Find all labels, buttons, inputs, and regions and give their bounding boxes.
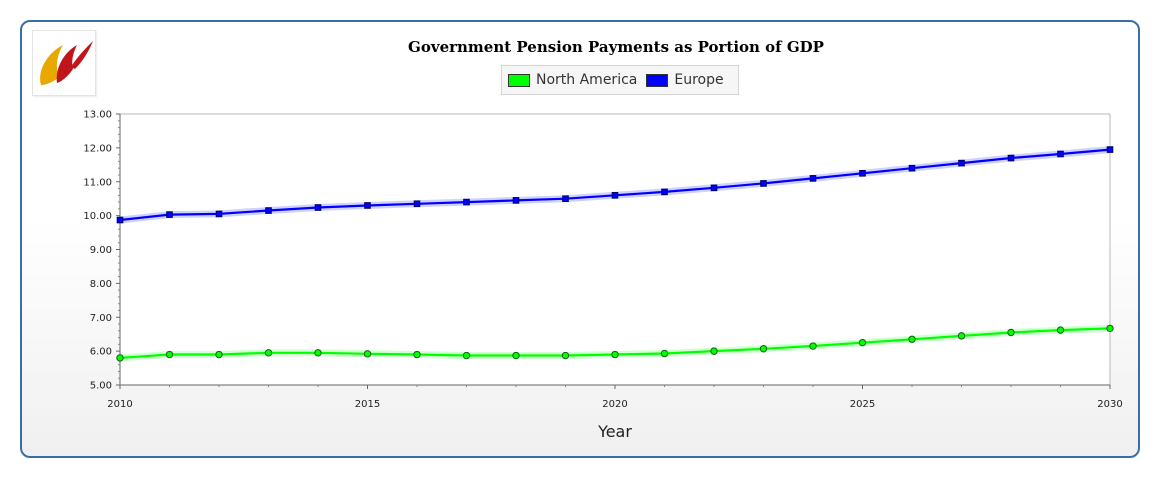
data-point-north-america[interactable]: [809, 342, 817, 350]
data-point-north-america[interactable]: [1056, 326, 1065, 334]
legend-label-europe: Europe: [674, 72, 724, 88]
chart-title: Government Pension Payments as Portion o…: [408, 38, 824, 56]
chart-legend[interactable]: North America Europe: [501, 65, 739, 95]
y-tick-label: 10.00: [83, 211, 112, 222]
data-point-north-america[interactable]: [561, 351, 570, 360]
data-point-north-america[interactable]: [165, 350, 174, 359]
data-point-north-america[interactable]: [660, 349, 669, 358]
data-point-north-america[interactable]: [512, 351, 520, 360]
data-point-europe[interactable]: [710, 184, 718, 192]
y-tick-label: 6.00: [90, 347, 112, 358]
legend-swatch-north-america: [508, 73, 530, 87]
data-point-north-america[interactable]: [264, 349, 273, 357]
data-point-north-america[interactable]: [215, 350, 223, 359]
data-point-north-america[interactable]: [611, 350, 619, 359]
y-tick-label: 5.00: [90, 381, 112, 392]
data-point-north-america[interactable]: [858, 338, 867, 347]
data-point-europe[interactable]: [859, 169, 866, 177]
data-point-europe[interactable]: [1007, 154, 1015, 162]
legend-item-europe[interactable]: Europe: [646, 72, 724, 88]
data-point-north-america[interactable]: [1007, 328, 1015, 337]
data-point-europe[interactable]: [562, 195, 569, 202]
flame-logo-icon: [40, 41, 93, 85]
data-point-europe[interactable]: [166, 211, 173, 218]
data-point-north-america[interactable]: [710, 347, 718, 355]
x-tick-label: 2020: [602, 399, 627, 410]
x-tick-label: 2025: [850, 399, 875, 410]
x-axis-title: Year: [597, 422, 632, 441]
data-point-europe[interactable]: [809, 175, 817, 182]
y-tick-label: 8.00: [90, 279, 112, 290]
data-point-north-america[interactable]: [413, 350, 421, 359]
data-point-europe[interactable]: [364, 202, 371, 209]
data-point-europe[interactable]: [463, 198, 470, 206]
data-point-north-america[interactable]: [908, 335, 916, 343]
series-layer: [116, 146, 1114, 362]
data-point-europe[interactable]: [265, 207, 272, 214]
legend-item-north-america[interactable]: North America: [508, 72, 637, 88]
data-point-europe[interactable]: [611, 192, 619, 199]
y-tick-label: 13.00: [83, 110, 112, 121]
data-point-north-america[interactable]: [314, 349, 322, 357]
legend-label-north-america: North America: [536, 72, 638, 88]
data-point-europe[interactable]: [116, 216, 124, 224]
plot-area: [120, 114, 1110, 385]
brand-logo: [32, 30, 96, 96]
data-point-north-america[interactable]: [1106, 324, 1114, 333]
data-point-europe[interactable]: [760, 180, 767, 187]
data-point-europe[interactable]: [314, 204, 322, 211]
data-point-north-america[interactable]: [462, 351, 471, 360]
data-point-europe[interactable]: [958, 159, 965, 167]
y-tick-label: 11.00: [83, 177, 112, 188]
data-point-north-america[interactable]: [363, 350, 372, 358]
x-tick-label: 2015: [355, 399, 380, 410]
data-point-europe[interactable]: [1106, 146, 1114, 153]
data-point-europe[interactable]: [413, 200, 421, 208]
y-tick-label: 12.00: [83, 143, 112, 154]
x-tick-label: 2010: [107, 399, 132, 410]
y-tick-label: 7.00: [90, 313, 112, 324]
y-tick-label: 9.00: [90, 245, 112, 256]
data-point-europe[interactable]: [908, 164, 916, 172]
data-point-europe[interactable]: [512, 197, 520, 204]
x-tick-label: 2030: [1097, 399, 1122, 410]
data-point-europe[interactable]: [1057, 150, 1064, 158]
chart-axes: 5.00 6.00 7.00 8.00 9.00 10.00 11.00 12.00 13.00…: [83, 110, 1122, 411]
data-point-north-america[interactable]: [759, 345, 768, 353]
data-point-europe[interactable]: [661, 188, 668, 196]
data-point-north-america[interactable]: [957, 332, 966, 340]
legend-swatch-europe: [646, 73, 669, 87]
data-point-north-america[interactable]: [116, 354, 124, 362]
data-point-europe[interactable]: [215, 210, 223, 218]
